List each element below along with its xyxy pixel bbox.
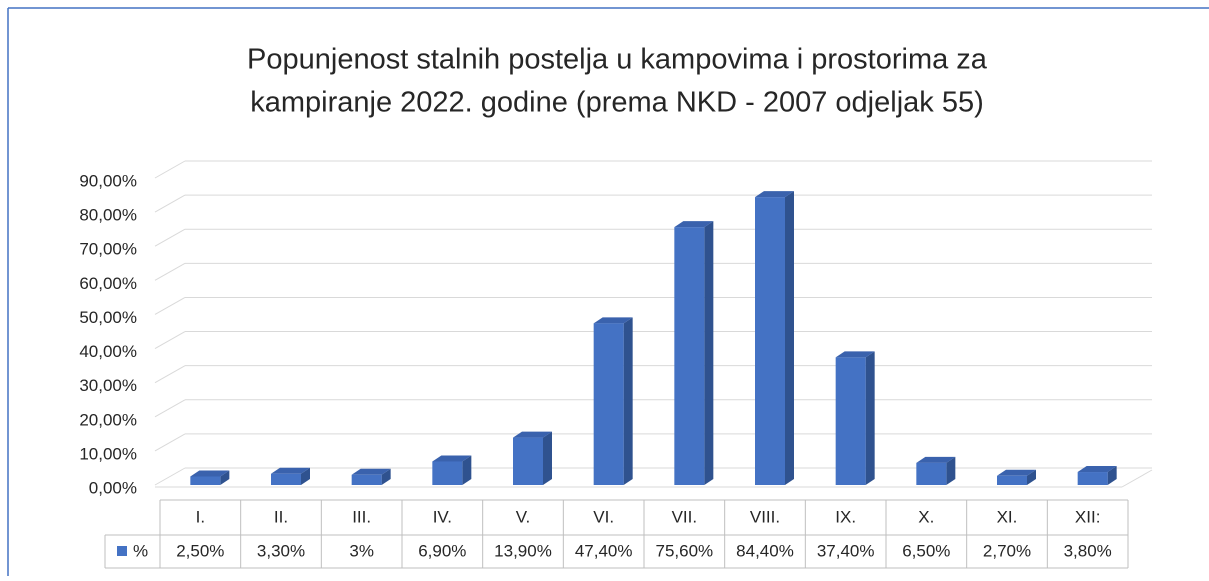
bar-top xyxy=(1077,466,1117,473)
grid-line-side xyxy=(154,467,186,486)
bar-top xyxy=(674,221,714,228)
floor-right xyxy=(1121,469,1153,488)
bar-side xyxy=(543,431,552,485)
x-tick-label: X. xyxy=(918,507,934,526)
bar-side xyxy=(785,191,794,485)
bar xyxy=(674,227,705,485)
bar-top xyxy=(271,467,310,474)
value-label: 13,90% xyxy=(494,541,552,560)
y-tick-label: 60,00% xyxy=(79,274,137,293)
bar xyxy=(916,462,947,485)
bar-side xyxy=(220,470,230,485)
bar xyxy=(513,437,543,485)
bar-side xyxy=(623,317,633,485)
bar-top xyxy=(835,351,875,358)
value-label: 6,50% xyxy=(902,541,950,560)
bar-top xyxy=(916,456,956,463)
value-label: 6,90% xyxy=(418,541,466,560)
y-tick-label: 30,00% xyxy=(79,376,137,395)
y-tick-label: 20,00% xyxy=(79,410,137,429)
value-label: 3,80% xyxy=(1064,541,1112,560)
grid-line-side xyxy=(154,228,186,247)
bar-side xyxy=(946,456,956,485)
grid-line-side xyxy=(154,160,186,179)
bar-top xyxy=(432,455,472,462)
grid-line-side xyxy=(154,399,186,418)
bar-side xyxy=(462,455,472,485)
y-tick-label: 0,00% xyxy=(89,478,137,497)
bar-side xyxy=(1027,469,1036,485)
x-tick-label: VII. xyxy=(672,507,698,526)
x-tick-label: XII: xyxy=(1075,507,1101,526)
legend-swatch xyxy=(117,546,127,556)
bar-top xyxy=(755,191,794,198)
bar-side xyxy=(301,467,310,485)
x-tick-label: II. xyxy=(274,507,288,526)
bar-side xyxy=(704,221,714,485)
bar xyxy=(190,476,221,485)
grid-line-side xyxy=(154,433,186,452)
bar-top xyxy=(190,470,230,477)
value-label: 3% xyxy=(349,541,374,560)
y-tick-label: 80,00% xyxy=(79,206,137,225)
grid-line-side xyxy=(154,194,186,213)
x-tick-label: XI. xyxy=(997,507,1018,526)
chart-title: kampiranje 2022. godine (prema NKD - 200… xyxy=(250,87,983,119)
value-label: 75,60% xyxy=(655,541,713,560)
bar xyxy=(271,473,301,485)
legend-label: % xyxy=(133,541,148,560)
x-tick-label: III. xyxy=(352,507,371,526)
value-label: 3,30% xyxy=(257,541,305,560)
bar-top xyxy=(997,469,1036,476)
grid-line-side xyxy=(154,297,186,315)
bar xyxy=(835,357,866,485)
bar xyxy=(997,475,1027,485)
x-tick-label: IX. xyxy=(835,507,856,526)
x-tick-label: VIII. xyxy=(750,507,780,526)
bar-top xyxy=(593,317,633,324)
bar-side xyxy=(1107,466,1117,485)
bar-side xyxy=(381,468,391,485)
bar xyxy=(351,474,382,485)
y-tick-label: 70,00% xyxy=(79,240,137,259)
bar-top xyxy=(513,431,552,438)
y-tick-label: 50,00% xyxy=(79,308,137,327)
grid-line-side xyxy=(154,365,186,384)
value-label: 37,40% xyxy=(817,541,875,560)
value-label: 84,40% xyxy=(736,541,794,560)
value-label: 2,50% xyxy=(176,541,224,560)
bar xyxy=(432,461,463,485)
y-tick-label: 40,00% xyxy=(79,342,137,361)
x-tick-label: IV. xyxy=(433,507,452,526)
y-tick-label: 90,00% xyxy=(79,171,137,190)
chart-title: Popunjenost stalnih postelja u kampovima… xyxy=(247,44,988,76)
grid-line-side xyxy=(154,331,186,349)
x-tick-label: VI. xyxy=(593,507,614,526)
value-label: 2,70% xyxy=(983,541,1031,560)
x-tick-label: I. xyxy=(196,507,205,526)
bar xyxy=(1077,472,1108,485)
x-tick-label: V. xyxy=(516,507,531,526)
bar xyxy=(755,197,785,485)
value-label: 47,40% xyxy=(575,541,633,560)
y-tick-label: 10,00% xyxy=(79,444,137,463)
grid-line-side xyxy=(154,262,186,281)
bar xyxy=(593,323,624,485)
bar-top xyxy=(351,468,391,475)
bar-side xyxy=(865,351,875,485)
